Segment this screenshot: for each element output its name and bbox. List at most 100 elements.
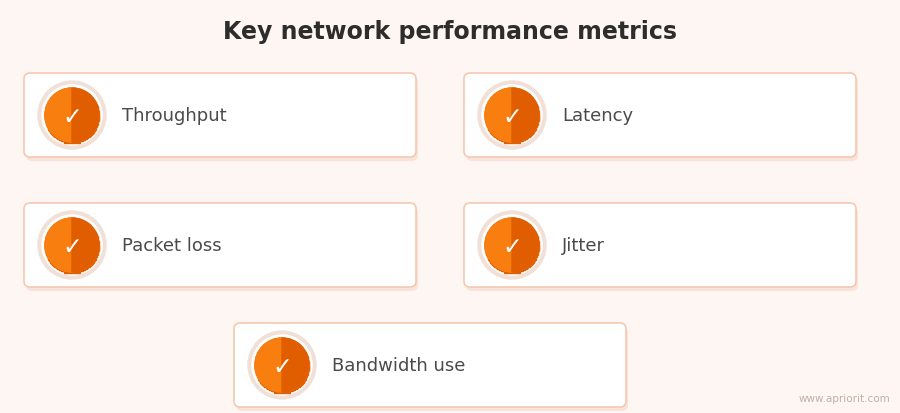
Bar	[50, 229, 94, 231]
Bar	[486, 109, 538, 111]
Bar	[53, 265, 91, 266]
Bar	[487, 256, 536, 258]
Bar	[492, 264, 532, 265]
Bar	[485, 245, 539, 247]
Bar	[490, 131, 535, 133]
Bar	[45, 243, 99, 245]
Bar	[491, 133, 533, 135]
Bar	[52, 134, 92, 135]
Bar	[45, 120, 99, 121]
Bar	[47, 106, 97, 108]
Bar	[272, 340, 292, 342]
Bar	[58, 268, 86, 270]
Bar	[493, 96, 531, 98]
Bar	[487, 236, 537, 237]
Bar	[257, 376, 307, 377]
Bar	[496, 137, 528, 139]
FancyBboxPatch shape	[24, 74, 416, 158]
Bar	[59, 92, 85, 94]
Bar	[493, 265, 531, 266]
Circle shape	[38, 82, 106, 150]
Wedge shape	[72, 218, 99, 272]
Bar	[45, 244, 99, 246]
Bar	[49, 231, 95, 233]
Bar	[53, 135, 91, 137]
Bar	[45, 115, 99, 116]
Bar	[61, 140, 83, 142]
Bar	[487, 106, 537, 108]
FancyBboxPatch shape	[464, 74, 856, 158]
Bar	[58, 138, 86, 140]
Bar	[485, 118, 539, 119]
Bar	[59, 269, 85, 271]
Bar	[256, 373, 308, 374]
Bar	[491, 263, 533, 264]
Bar	[489, 231, 536, 233]
Wedge shape	[485, 89, 512, 142]
Bar	[487, 126, 537, 127]
Bar	[58, 223, 86, 224]
Bar	[488, 234, 536, 235]
Bar	[47, 236, 97, 237]
Bar	[492, 134, 532, 135]
Bar	[46, 123, 98, 125]
Bar	[504, 142, 519, 143]
Bar	[46, 240, 98, 242]
Bar	[259, 379, 305, 381]
Bar	[493, 226, 531, 228]
Bar	[485, 119, 539, 121]
Bar	[500, 140, 525, 141]
Bar	[49, 128, 95, 130]
Bar	[255, 367, 309, 369]
Bar	[52, 97, 92, 99]
Bar	[56, 137, 88, 139]
Bar	[59, 140, 85, 141]
Bar	[61, 221, 83, 222]
Bar	[485, 121, 538, 123]
Bar	[489, 259, 536, 260]
Bar	[498, 138, 526, 140]
Bar	[45, 117, 99, 119]
Bar	[491, 132, 534, 133]
Bar	[496, 267, 528, 268]
Bar	[51, 263, 93, 264]
Bar	[485, 251, 538, 252]
Bar	[487, 235, 536, 236]
Bar	[485, 120, 539, 121]
Bar	[485, 110, 538, 112]
Circle shape	[42, 216, 102, 275]
Bar	[45, 247, 99, 249]
Bar	[256, 361, 309, 362]
Bar	[485, 112, 539, 113]
Bar	[486, 107, 537, 109]
Bar	[492, 97, 532, 99]
Bar	[491, 229, 534, 231]
FancyBboxPatch shape	[466, 207, 858, 291]
Circle shape	[45, 89, 99, 142]
Bar	[491, 98, 533, 100]
Bar	[46, 252, 98, 254]
Bar	[489, 233, 536, 234]
Bar	[486, 239, 538, 240]
Bar	[491, 228, 533, 230]
Bar	[259, 350, 304, 351]
Bar	[489, 128, 536, 130]
Bar	[259, 351, 305, 353]
Bar	[45, 249, 99, 250]
Bar	[261, 382, 302, 384]
Bar	[45, 241, 99, 243]
Text: Throughput: Throughput	[122, 107, 227, 125]
Bar	[45, 119, 99, 121]
Bar	[267, 388, 297, 389]
Bar	[504, 90, 519, 91]
Bar	[500, 92, 525, 94]
Bar	[56, 224, 88, 225]
Wedge shape	[45, 89, 72, 142]
Bar	[494, 225, 529, 226]
Bar	[50, 131, 94, 133]
Bar	[485, 250, 539, 251]
Bar	[489, 130, 536, 131]
Bar	[61, 91, 83, 93]
Bar	[48, 104, 96, 105]
Bar	[488, 128, 536, 129]
